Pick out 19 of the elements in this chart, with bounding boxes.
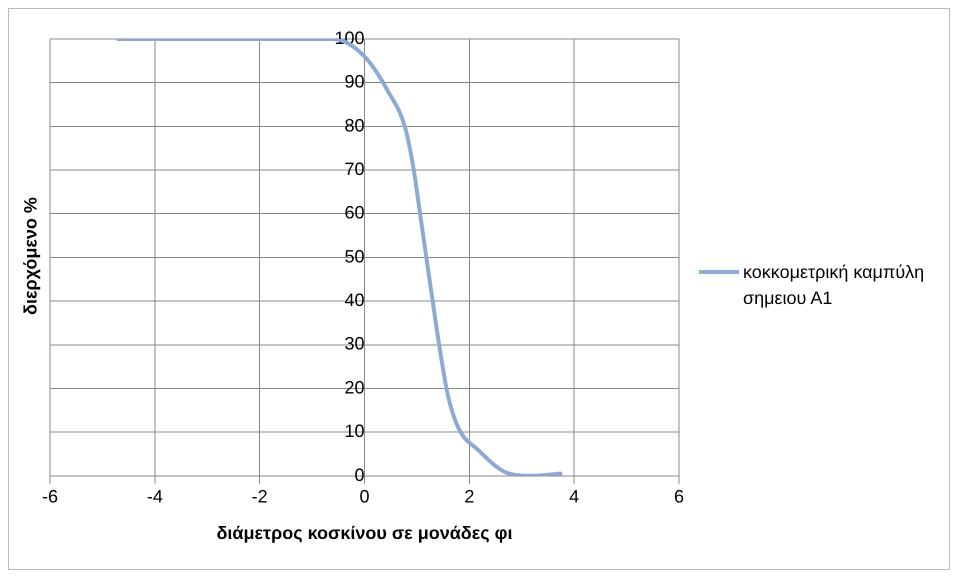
y-tick-label: 40 xyxy=(344,290,364,310)
x-tick-label: -2 xyxy=(252,486,268,507)
x-tick-label: -6 xyxy=(42,486,58,507)
y-tick-label: 30 xyxy=(344,334,364,354)
y-tick-label: 90 xyxy=(344,72,364,92)
y-tick-label: 70 xyxy=(344,159,364,180)
y-tick-label: 10 xyxy=(344,421,364,442)
y-axis-title: διερχόμενο % xyxy=(20,197,42,315)
y-tick-label: 20 xyxy=(344,377,364,398)
y-tick-label: 50 xyxy=(344,246,364,266)
x-tick-label: 2 xyxy=(464,486,474,507)
y-tick-label: 0 xyxy=(354,464,364,485)
y-tick-label: 80 xyxy=(344,115,364,136)
x-tick-label: -4 xyxy=(146,486,163,507)
x-tick-label: 4 xyxy=(569,486,580,507)
x-tick-label: 6 xyxy=(674,486,684,507)
x-axis-title: διάμετρος κοσκίνου σε μονάδες φι xyxy=(216,523,512,544)
y-tick-label: 60 xyxy=(344,202,364,223)
legend-label: κοκκομετρική καμπύλη σημειου Α1 xyxy=(743,261,926,310)
